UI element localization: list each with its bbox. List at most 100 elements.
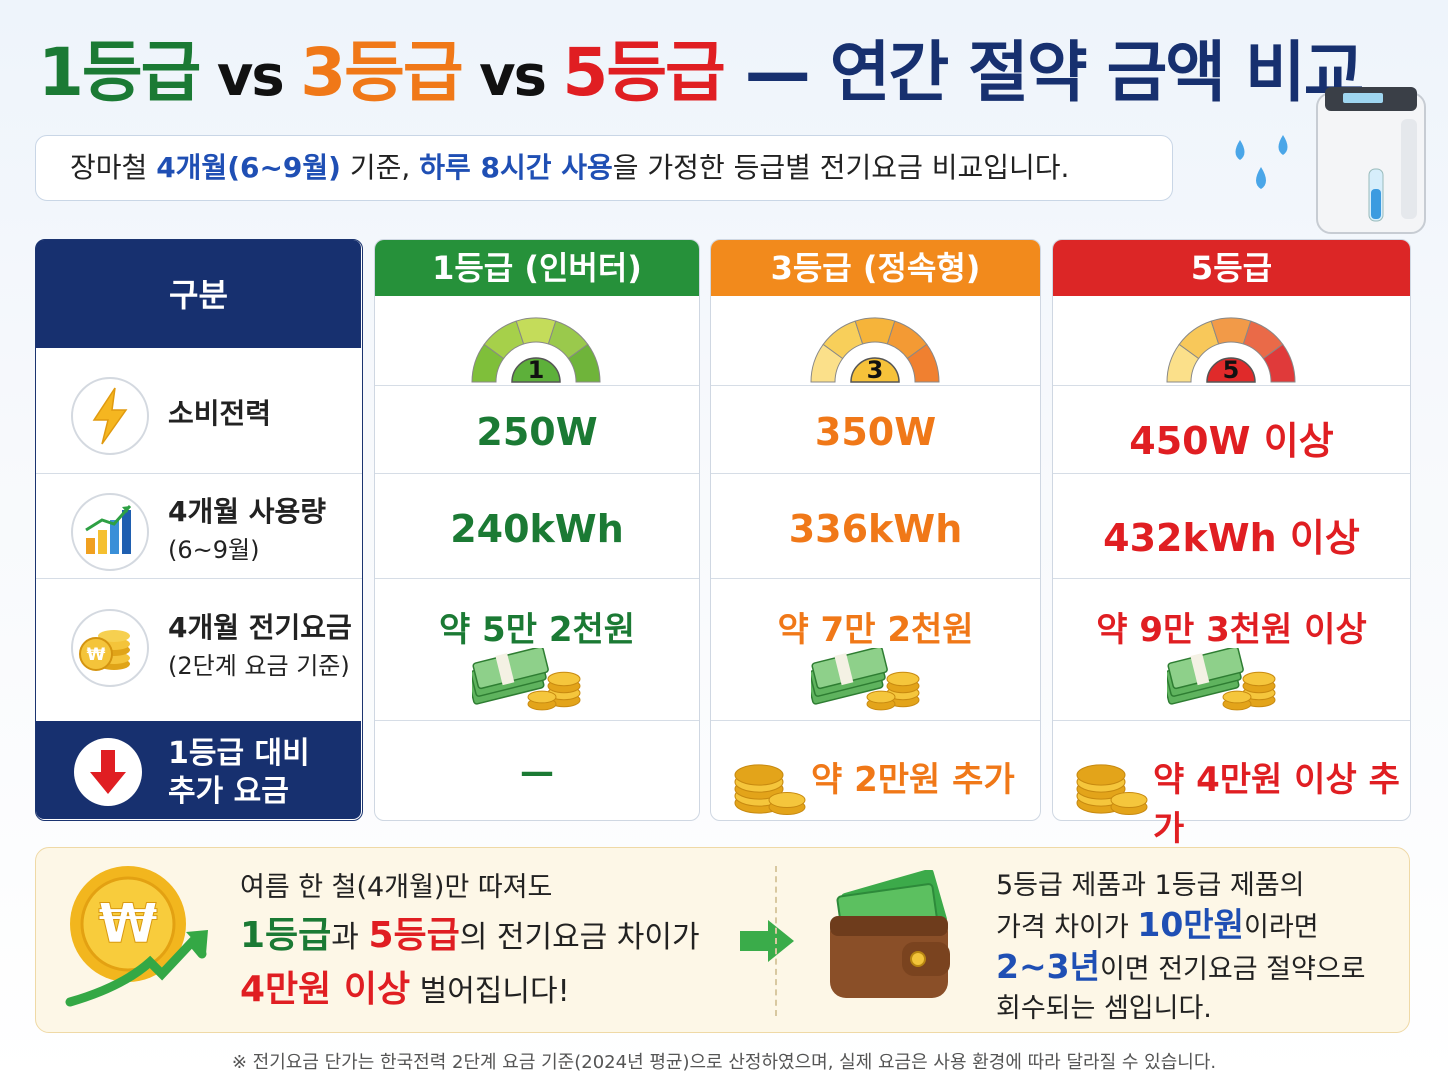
text: 장마철 [70, 151, 157, 184]
row-label-line: 4개월 사용량 [168, 495, 327, 528]
gauge-label: 3 [866, 356, 883, 384]
gauge-segment [906, 343, 940, 383]
coin [1076, 764, 1126, 786]
value-column: 5등급 5 450W 이상 432kWh 이상 약 9만 3천원 이상 약 4만원 이상 … [1052, 239, 1411, 849]
shape [110, 520, 119, 554]
corner-header [36, 240, 361, 348]
shape [98, 530, 107, 554]
shape [1235, 140, 1245, 160]
row-divider [711, 385, 1040, 386]
gauge-core [511, 357, 561, 383]
cell-value: 432kWh 이상 [1103, 516, 1360, 560]
coin [1222, 690, 1251, 704]
coin-stack [1076, 764, 1148, 816]
row-label: 4개월 전기요금 (2단계 요금 기준) [168, 609, 352, 685]
subtitle: 장마철 4개월(6~9월) 기준, 하루 8시간 사용을 가정한 등급별 전기요… [70, 146, 1069, 190]
coin-stack [734, 764, 806, 816]
wallet-icon [830, 870, 950, 998]
coin [547, 671, 581, 687]
gauge: 3 [809, 317, 940, 384]
summary-box [35, 847, 1410, 1033]
summary-line: 회수되는 셈입니다. [996, 993, 1212, 1024]
text: 가격 차이가 [996, 912, 1138, 943]
title-part: vs [199, 44, 301, 109]
shape [1343, 93, 1383, 103]
title: 1등급 vs 3등급 vs 5등급 — 연간 절약 금액 비교 [38, 28, 1365, 122]
cell-value: 250W [476, 410, 598, 454]
text: 과 [331, 920, 369, 955]
column-header: 3등급 (정속형) [711, 240, 1040, 296]
text: 의 전기요금 차이가 [459, 920, 700, 955]
row-label-line: 4개월 전기요금 [168, 611, 352, 644]
text: 이면 전기요금 절약으로 [1099, 954, 1366, 985]
text: 이라면 [1244, 912, 1319, 943]
gauge-core [849, 357, 900, 383]
title-part: 1등급 [38, 34, 201, 111]
text: 10만원 [1137, 905, 1245, 944]
summary-right: 5등급 제품과 1등급 제품의 가격 차이가 10만원이라면 2~3년이면 전기… [996, 866, 1366, 1028]
shape [86, 538, 95, 554]
cell-value: 약 9만 3천원 이상 [1096, 610, 1367, 650]
cell-value: — [520, 752, 554, 792]
shape [92, 387, 128, 445]
summary-line: 가격 차이가 10만원이라면 [996, 905, 1366, 947]
row-label: 소비전력 [168, 397, 272, 430]
gauge-segment [1262, 343, 1296, 383]
column-header: 5등급 [1053, 240, 1410, 296]
bill-band [1189, 653, 1209, 686]
footnote: ※ 전기요금 단가는 한국전력 2단계 요금 기준(2024년 평균)으로 산정… [231, 1052, 1217, 1073]
title-part: vs [461, 44, 563, 109]
shape [85, 505, 132, 532]
row-divider [375, 385, 699, 386]
summary-left: 여름 한 철(4개월)만 따져도 1등급과 5등급의 전기요금 차이가 4만원 … [240, 866, 700, 1018]
row-label-sub: (6~9월) [168, 536, 260, 564]
shape [1256, 167, 1266, 189]
cell-value: 450W 이상 [1129, 419, 1334, 463]
summary-line: 여름 한 철(4개월)만 따져도 [240, 872, 553, 903]
currency-symbol: ₩ [87, 645, 106, 665]
text: 5등급 [368, 915, 460, 956]
text: 1등급 [240, 915, 332, 956]
money-illustration [1166, 648, 1275, 711]
cell-value: 약 5만 2천원 [438, 610, 636, 650]
extra-fee-icon [74, 738, 142, 806]
cell-value: 약 2만원 추가 [811, 760, 1015, 800]
power-icon [71, 377, 149, 455]
row-divider [1053, 578, 1410, 579]
coin [1110, 791, 1148, 809]
row-divider [36, 578, 362, 579]
row-header-column: 구분 ₩ 소비전력 4개월 사용량 (6~9월) [35, 239, 363, 821]
row-divider [375, 720, 699, 721]
row-divider [36, 473, 362, 474]
title-part: — 연간 절약 금액 비교 [723, 34, 1365, 111]
currency-symbol: ₩ [98, 892, 158, 955]
value-column: 3등급 (정속형) 3 350W 336kWh 약 7만 2천원 약 2만원 추가 [710, 239, 1041, 821]
text: 2~3년 [996, 947, 1100, 986]
separator [775, 866, 777, 1016]
row-label-sub: (2단계 요금 기준) [168, 652, 350, 680]
usage-icon [71, 493, 149, 571]
row-divider [375, 578, 699, 579]
row-divider [711, 473, 1040, 474]
shape [98, 630, 130, 642]
coin [527, 690, 557, 704]
bill-band [833, 653, 853, 686]
value-column: 1등급 (인버터) 1 250W 240kWh 약 5만 2천원 — [374, 239, 700, 821]
text: 기준, [340, 151, 420, 184]
gauge-core [1205, 357, 1256, 383]
gauge-label: 5 [1222, 356, 1239, 384]
coin-growth-icon: ₩ [65, 866, 208, 1007]
arrow [740, 920, 794, 962]
text: 벌어집니다! [410, 974, 570, 1009]
text: 하루 8시간 사용 [419, 151, 613, 184]
title-part: 3등급 [300, 34, 463, 111]
summary-line: 2~3년이면 전기요금 절약으로 [996, 947, 1366, 989]
summary-line: 5등급 제품과 1등급 제품의 [996, 870, 1305, 901]
shape [1278, 135, 1288, 155]
title-part: 5등급 [562, 34, 725, 111]
cell-value: 240kWh [450, 507, 624, 551]
row-divider [375, 473, 699, 474]
corner-label: 구분 [169, 276, 228, 314]
bill-band [495, 653, 515, 686]
